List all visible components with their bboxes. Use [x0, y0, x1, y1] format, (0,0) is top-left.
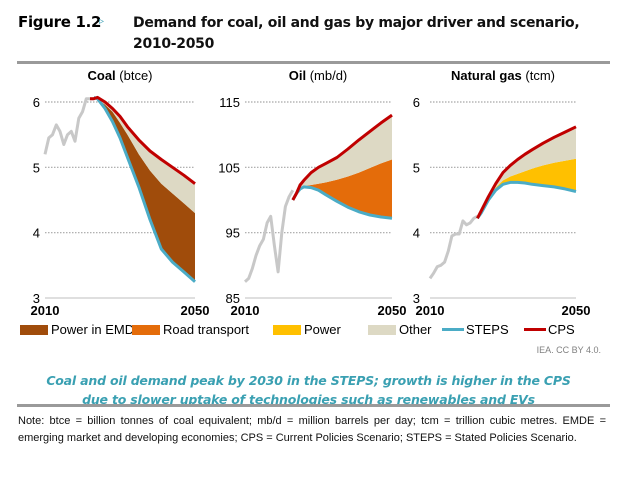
gas-historical-line — [428, 214, 479, 280]
coal-area-other — [93, 97, 195, 214]
legend-swatch-power — [273, 324, 301, 335]
oil-area-road-transport — [292, 159, 392, 219]
oil-y-tick-label: 115 — [219, 95, 240, 110]
legend-item-power: Power — [273, 322, 341, 337]
footer-divider — [17, 404, 610, 407]
legend-swatch-power-in-emde — [20, 324, 48, 335]
legend-label: Power — [304, 322, 341, 337]
coal-y-tick-label: 4 — [33, 226, 40, 241]
gas-x-tick-label: 2050 — [562, 303, 591, 318]
oil-x-tick-label: 2010 — [231, 303, 260, 318]
caption: Coal and oil demand peak by 2030 in the … — [0, 371, 617, 409]
coal-chart-title: Coal (btce) — [87, 68, 152, 83]
legend-swatch-road-transport — [132, 324, 160, 335]
legend-swatch-steps — [442, 328, 464, 331]
oil-cps-line — [291, 113, 393, 201]
figure-title: Demand for coal, oil and gas by major dr… — [133, 15, 580, 52]
oil-historical-line — [244, 189, 295, 283]
coal-y-tick-label: 5 — [33, 160, 40, 175]
legend-item-steps: STEPS — [442, 322, 509, 337]
legend-swatch-other — [368, 324, 396, 335]
charts-svg: Coal (btce) 3 4 5 6 2010 2050 Oil (mb/d) 85 95 105… — [31, 68, 591, 318]
coal-cps-line — [90, 95, 196, 185]
oil-y-tick-label: 105 — [218, 160, 240, 175]
legend-label: Other — [399, 322, 432, 337]
oil-y-tick-label: 85 — [226, 291, 240, 306]
legend-item-cps: CPS — [524, 322, 575, 337]
gas-cps-line — [476, 125, 577, 219]
caption-line-1: Coal and oil demand peak by 2030 in the … — [46, 373, 571, 388]
coal-y-tick-label: 3 — [33, 291, 40, 306]
gas-y-tick-label: 4 — [413, 226, 420, 241]
credit: IEA. CC BY 4.0. — [536, 345, 601, 355]
legend-label: STEPS — [466, 322, 509, 337]
gas-y-tick-label: 5 — [413, 160, 420, 175]
gas-y-tick-label: 3 — [413, 291, 420, 306]
legend-label: Road transport — [163, 322, 249, 337]
legend-item-power-in-emde: Power in EMDE — [20, 322, 143, 337]
gas-x-tick-label: 2010 — [416, 303, 445, 318]
coal-area-power-in-emde — [93, 97, 195, 282]
legend-item-other: Other — [368, 322, 432, 337]
legend-item-road-transport: Road transport — [132, 322, 249, 337]
legend-swatch-cps — [524, 328, 546, 331]
gas-area-other — [477, 126, 576, 219]
gas-chart-title: Natural gas (tcm) — [451, 68, 555, 83]
coal-historical-line — [43, 97, 94, 155]
header-divider — [17, 61, 610, 64]
oil-chart-title: Oil (mb/d) — [289, 68, 348, 83]
coal-steps-line — [93, 95, 196, 283]
oil-steps-line — [291, 185, 393, 220]
gas-area-power — [477, 158, 576, 219]
figure-label: Figure 1.2 — [18, 13, 102, 31]
oil-y-tick-label: 95 — [226, 226, 240, 241]
oil-area-other — [292, 115, 392, 200]
note: Note: btce = billion tonnes of coal equi… — [18, 415, 606, 444]
legend-label: CPS — [548, 322, 575, 337]
legend-label: Power in EMDE — [51, 322, 143, 337]
caption-line-2: due to slower uptake of technologies suc… — [82, 392, 535, 407]
gas-y-tick-label: 6 — [413, 95, 420, 110]
coal-y-tick-label: 6 — [33, 95, 40, 110]
figure-arrow-icon: ▹ — [99, 16, 105, 27]
coal-x-tick-label: 2050 — [181, 303, 210, 318]
oil-x-tick-label: 2050 — [378, 303, 407, 318]
legend: Power in EMDE Road transport Power Other STE… — [12, 322, 612, 340]
coal-x-tick-label: 2010 — [31, 303, 60, 318]
